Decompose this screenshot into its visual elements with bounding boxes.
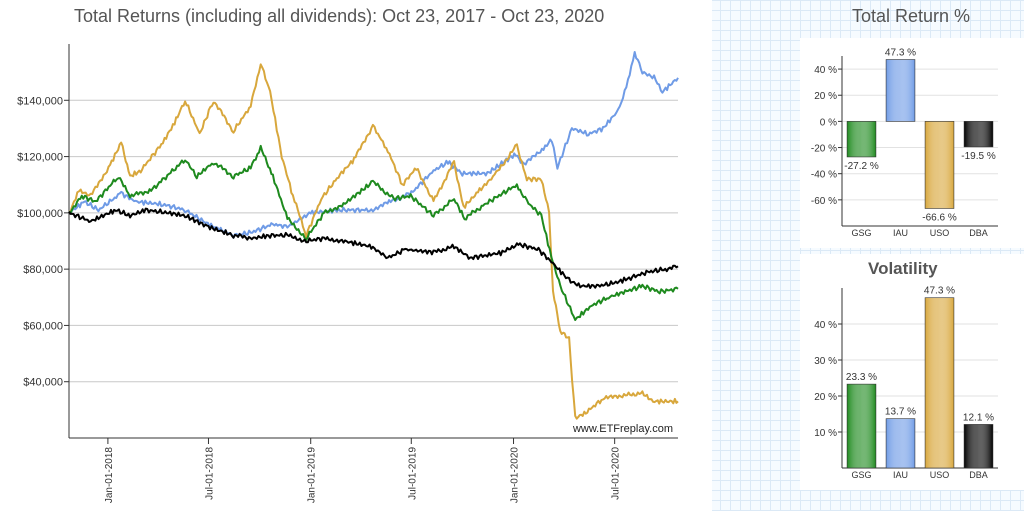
volatility-title: Volatility bbox=[868, 259, 938, 278]
x-tick-label: Jul-01-2020 bbox=[611, 447, 622, 500]
y-tick-label: 30 % bbox=[814, 356, 837, 367]
y-tick-label: $60,000 bbox=[23, 320, 63, 332]
y-tick-label: $80,000 bbox=[23, 264, 63, 276]
y-tick-label: 20 % bbox=[814, 91, 837, 102]
y-tick-label: $100,000 bbox=[17, 208, 63, 220]
x-tick-label: Jul-01-2018 bbox=[204, 447, 215, 500]
bar-value-label: 47.3 % bbox=[885, 48, 916, 59]
x-category-label: GSG bbox=[851, 228, 871, 238]
x-category-label: GSG bbox=[851, 470, 871, 480]
x-category-label: USO bbox=[930, 228, 950, 238]
x-tick-label: Jul-01-2019 bbox=[407, 447, 418, 500]
series-line bbox=[68, 51, 679, 239]
bar-value-label: 47.3 % bbox=[924, 286, 955, 297]
total-return-title: Total Return % bbox=[852, 6, 971, 26]
bar-value-label: 23.3 % bbox=[846, 372, 877, 383]
y-tick-label: 0 % bbox=[820, 117, 837, 128]
y-tick-label: -60 % bbox=[811, 196, 837, 207]
bar-shade bbox=[846, 383, 877, 469]
x-tick-label: Jan-01-2018 bbox=[104, 447, 115, 504]
volatility-bar-chart: 10 % 20 % 30 % 40 % 23.3 % GSG 13.7 % IAU 47.… bbox=[814, 286, 998, 480]
bar-shade bbox=[885, 418, 916, 469]
y-tick-label: -40 % bbox=[811, 170, 837, 181]
y-tick-label: $140,000 bbox=[17, 95, 63, 107]
y-tick-label: -20 % bbox=[811, 144, 837, 155]
x-category-label: DBA bbox=[969, 228, 988, 238]
y-tick-label: $120,000 bbox=[17, 152, 63, 164]
main-chart-panel bbox=[0, 0, 712, 511]
bar-value-label: -19.5 % bbox=[961, 151, 996, 162]
series-line bbox=[68, 144, 679, 321]
bar-shade bbox=[924, 297, 955, 469]
y-tick-label: $40,000 bbox=[23, 377, 63, 389]
bar-value-label: 12.1 % bbox=[963, 412, 994, 423]
bar-shade bbox=[846, 121, 877, 158]
bar-value-label: 13.7 % bbox=[885, 407, 916, 418]
series-line bbox=[68, 63, 679, 420]
x-tick-label: Jan-01-2020 bbox=[510, 447, 521, 504]
x-category-label: USO bbox=[930, 470, 950, 480]
series-line bbox=[68, 207, 679, 289]
x-category-label: DBA bbox=[969, 470, 988, 480]
bar-shade bbox=[963, 424, 994, 469]
y-tick-label: 10 % bbox=[814, 428, 837, 439]
x-category-label: IAU bbox=[893, 470, 908, 480]
bar-shade bbox=[885, 59, 916, 122]
bar-shade bbox=[924, 121, 955, 209]
returns-line-chart: $40,000 $60,000 $80,000 $100,000 $120,000 $14… bbox=[17, 44, 679, 504]
y-tick-label: 20 % bbox=[814, 392, 837, 403]
bar-shade bbox=[963, 121, 994, 148]
main-chart-title: Total Returns (including all dividends):… bbox=[74, 6, 605, 26]
y-tick-label: 40 % bbox=[814, 320, 837, 331]
bar-value-label: -27.2 % bbox=[844, 161, 879, 172]
watermark-text: www.ETFreplay.com bbox=[572, 423, 673, 435]
total-return-bar-chart: -60 % -40 % -20 % 0 % 20 % 40 % -27.2 % GSG 47… bbox=[811, 48, 998, 238]
y-tick-label: 40 % bbox=[814, 65, 837, 76]
x-tick-label: Jan-01-2019 bbox=[307, 447, 318, 504]
x-category-label: IAU bbox=[893, 228, 908, 238]
bar-value-label: -66.6 % bbox=[922, 212, 957, 223]
